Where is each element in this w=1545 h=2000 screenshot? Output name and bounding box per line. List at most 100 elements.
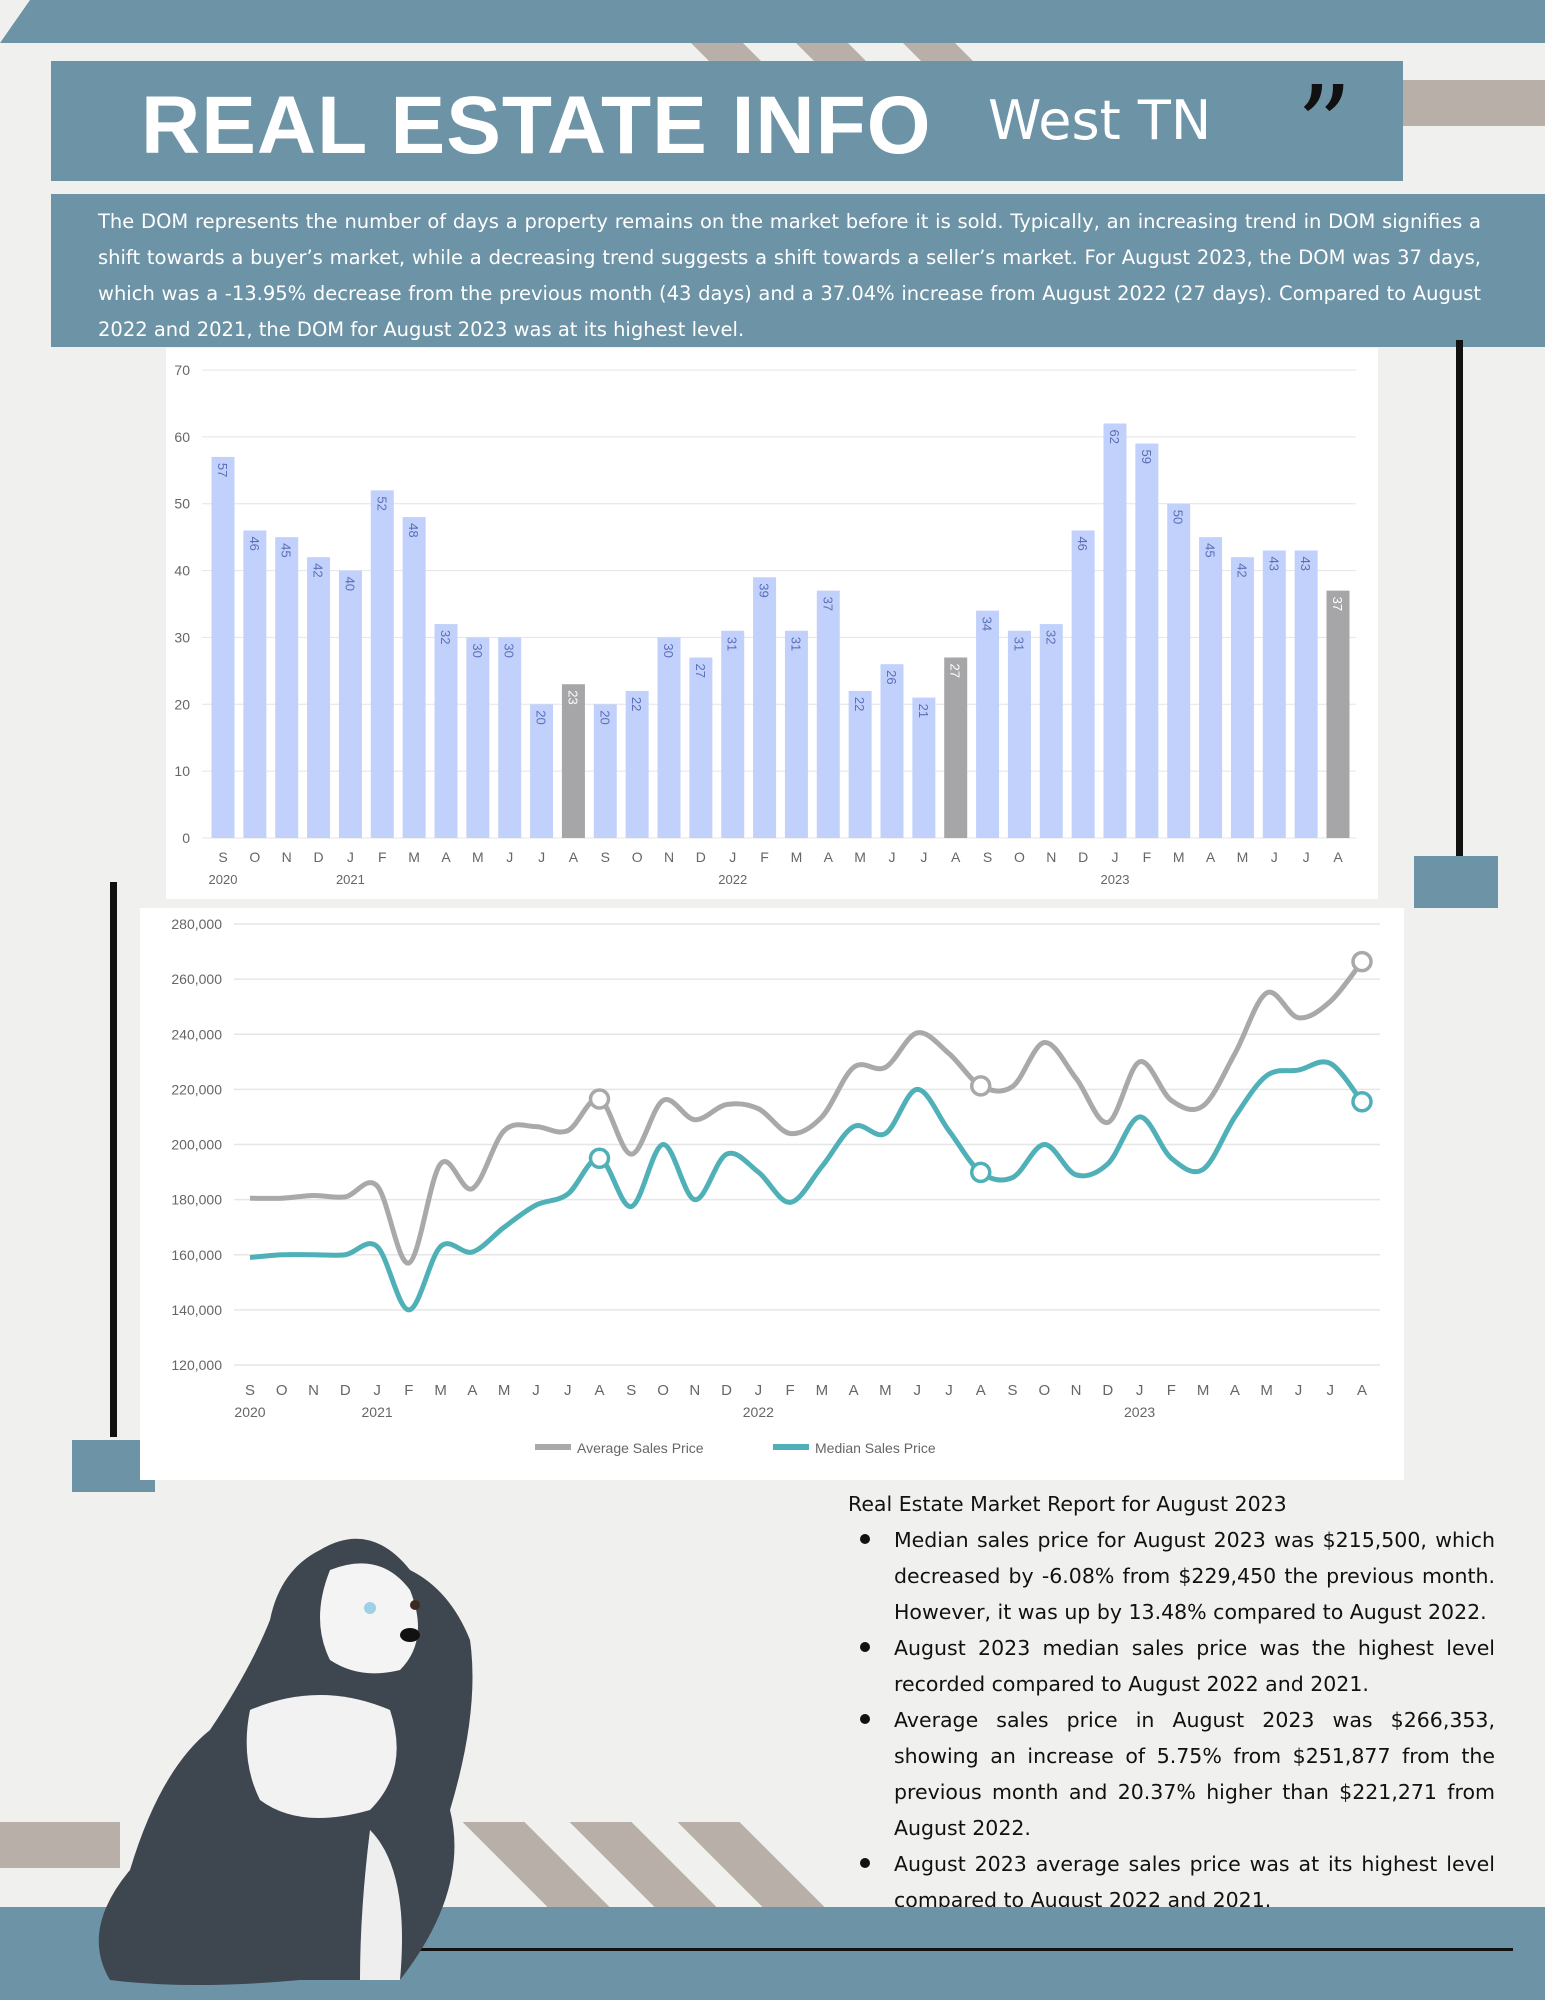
bar-value-label: 30 [470,643,485,657]
x-tick-label: M [1237,849,1249,865]
bar-value-label: 42 [311,563,326,577]
data-point-marker [969,1161,992,1184]
market-report: Real Estate Market Report for August 202… [848,1486,1495,1918]
x-tick-label: A [1206,849,1216,865]
y-tick-label: 40 [174,563,190,579]
x-tick-label: J [1326,1382,1334,1399]
bar-value-label: 31 [788,637,803,651]
report-bullet: Average sales price in August 2023 was $… [860,1702,1495,1846]
bar [976,610,1000,838]
bar [1294,550,1318,838]
bar-value-label: 43 [1298,557,1313,571]
data-point-marker [1351,1091,1373,1113]
bar-value-label: 26 [884,670,899,684]
bar [657,637,681,838]
legend-swatch [773,1444,809,1450]
x-tick-label: J [913,1382,921,1399]
y-tick-label: 70 [174,362,190,378]
x-tick-label: J [564,1382,572,1399]
bar [1135,443,1159,838]
bar-value-label: 48 [406,523,421,537]
x-tick-label: A [1333,849,1343,865]
bar [784,630,808,838]
bar-value-label: 59 [1139,450,1154,464]
bar [434,624,458,838]
bar-value-label: 43 [1266,557,1281,571]
y-tick-label: 10 [174,763,190,779]
x-tick-label: O [249,849,260,865]
x-tick-label: M [1197,1382,1210,1399]
x-tick-label: A [1230,1382,1240,1399]
x-tick-label: A [467,1382,477,1399]
bar [307,557,331,838]
bar [753,577,777,838]
bar-value-label: 32 [438,630,453,644]
x-tick-label: J [1136,1382,1144,1399]
x-tick-label: S [245,1382,255,1399]
decor-stripe [903,43,973,61]
bar-value-label: 42 [1234,563,1249,577]
x-tick-label: J [729,849,736,865]
average-price-line [249,960,1364,1266]
bar-value-label: 45 [279,543,294,557]
sales-price-line-chart: 120,000 140,000 160,000 180,000 200,000 220,0… [140,908,1404,1480]
bar [848,690,872,838]
bar [1103,423,1127,838]
x-tick-label: O [657,1382,669,1399]
bar-value-label: 62 [1107,429,1122,443]
y-tick-label: 0 [182,830,190,846]
x-tick-label: F [1143,849,1152,865]
dom-description: The DOM represents the number of days a … [51,194,1545,347]
x-tick-label: F [378,849,387,865]
x-tick-label: S [1008,1382,1018,1399]
y-tick-label: 60 [174,429,190,445]
x-tick-label: M [498,1382,511,1399]
x-tick-label: A [441,849,451,865]
y-tick-label: 280,000 [171,916,222,932]
x-tick-label: J [945,1382,953,1399]
x-tick-label: A [849,1382,859,1399]
y-tick-label: 140,000 [171,1302,222,1318]
y-tick-label: 30 [174,629,190,645]
x-tick-label: O [1038,1382,1050,1399]
bar-value-label: 21 [916,704,931,718]
decor-line [265,1948,1513,1951]
x-tick-label: D [314,849,324,865]
data-point-marker [1351,950,1373,973]
x-tick-label: A [1357,1382,1367,1399]
bar [625,690,649,838]
x-tick-label: N [689,1382,700,1399]
y-tick-label: 180,000 [171,1192,222,1208]
dog-image [98,1538,473,1985]
x-tick-label: M [791,849,803,865]
year-label: 2023 [1124,1404,1155,1420]
bar [1199,537,1223,838]
bar [561,684,585,838]
dom-bar-chart-svg: 0 10 20 30 40 50 60 70 57 S 46 O 45 N 42 D 40 J 52 F 48 M 32 A 3… [174,362,1356,887]
year-label: 2021 [362,1404,393,1420]
bar [466,637,490,838]
y-tick-label: 20 [174,696,190,712]
bar-value-label: 31 [725,637,740,651]
x-tick-label: J [1295,1382,1303,1399]
bar [402,517,426,838]
legend-swatch [535,1444,571,1450]
decor-stripe [796,43,866,61]
bar-value-label: 27 [948,663,963,677]
x-tick-label: F [404,1382,413,1399]
bar [593,704,617,838]
y-tick-label: 240,000 [171,1026,222,1042]
x-tick-label: F [760,849,769,865]
bar-value-label: 20 [597,710,612,724]
bar-value-label: 30 [502,643,517,657]
y-tick-label: 50 [174,496,190,512]
bar [721,630,745,838]
decor-line [110,882,117,1437]
year-label: 2021 [336,872,365,887]
bar [912,697,936,838]
report-bullet: August 2023 median sales price was the h… [860,1630,1495,1702]
x-tick-label: D [1102,1382,1113,1399]
x-tick-label: D [721,1382,732,1399]
decor-stripe [0,1822,120,1868]
bar-value-label: 50 [1171,510,1186,524]
